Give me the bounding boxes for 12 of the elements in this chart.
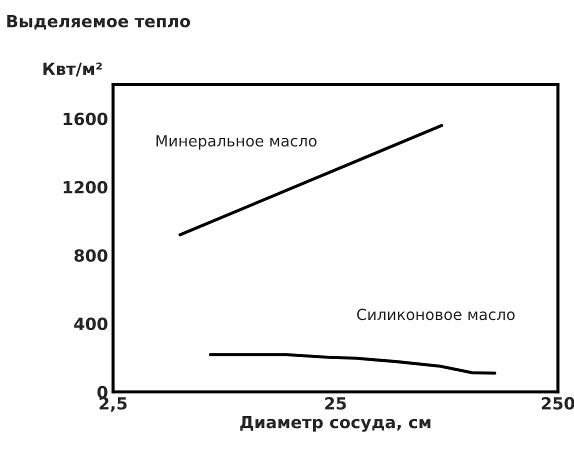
x-axis-title: Диаметр сосуда, см xyxy=(240,416,430,432)
x-tick-label: 25 xyxy=(325,397,346,410)
chart-title: Выделяемое тепло xyxy=(7,15,190,30)
y-tick-label: 400 xyxy=(74,318,108,330)
y-tick-label: 1200 xyxy=(64,180,108,194)
y-tick-label: 800 xyxy=(74,249,108,262)
y-tick-label: 0 xyxy=(97,386,108,398)
series-label: Минеральное масло xyxy=(156,135,317,150)
y-axis-title: Квт/м² xyxy=(43,62,102,76)
y-tick-label: 1600 xyxy=(64,112,108,126)
x-tick-label: 2,5 xyxy=(100,397,127,412)
text: Силиконовое масло xyxy=(357,308,515,320)
